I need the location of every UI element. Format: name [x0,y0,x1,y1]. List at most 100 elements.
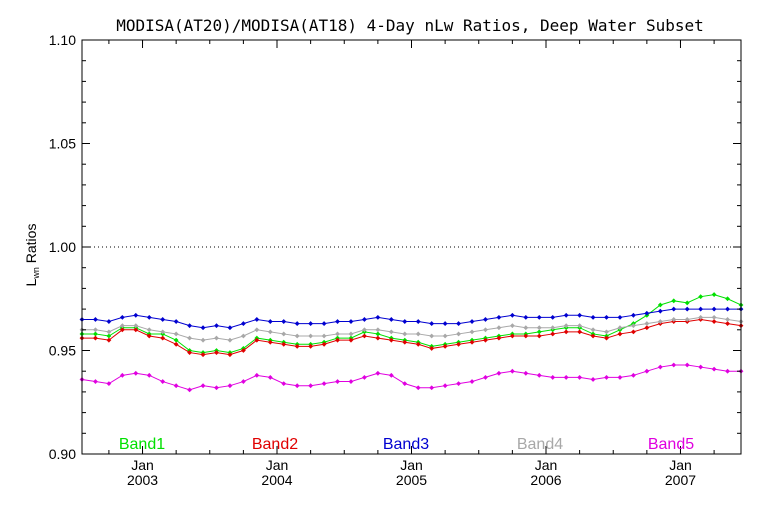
data-point-band2 [93,335,98,341]
data-point-band3 [146,314,152,320]
data-point-band3 [550,314,556,320]
data-point-band4 [415,331,421,337]
data-point-band3 [469,319,475,324]
data-point-band2 [509,333,515,339]
series-band5 [79,362,744,393]
data-point-band3 [671,306,677,312]
series-line-band1 [82,294,742,354]
data-point-band2 [133,327,139,333]
data-point-band4 [214,335,219,341]
series-line-band5 [81,364,741,391]
data-point-band3 [214,323,219,329]
data-point-band2 [200,352,206,358]
data-point-band4 [308,333,314,339]
data-point-band3 [590,314,596,320]
data-point-band5 [590,377,596,382]
data-point-band1 [725,296,730,302]
data-point-band5 [657,364,663,370]
data-point-band5 [93,379,98,384]
data-point-band5 [240,379,246,384]
data-point-band1 [684,300,690,306]
data-point-band2 [214,350,219,355]
data-point-band2 [160,335,166,341]
data-point-band2 [348,337,354,343]
data-point-band4 [294,333,300,339]
data-point-band3 [456,321,461,327]
data-point-band5 [442,383,448,389]
data-point-band2 [308,343,314,349]
data-point-band4 [550,325,556,331]
data-point-band4 [711,314,717,320]
data-point-band2 [402,339,408,345]
data-point-band4 [362,327,367,333]
data-point-band2 [469,339,475,345]
series-band2 [79,317,744,358]
data-point-band4 [509,323,515,329]
data-point-band3 [725,306,730,312]
data-point-band5 [644,368,650,374]
data-point-band2 [536,333,542,339]
legend-band2: Band2 [252,436,298,453]
data-point-band2 [294,343,300,349]
data-point-band1 [657,302,663,308]
data-point-band5 [227,383,233,389]
data-point-band4 [375,327,381,333]
data-point-band5 [133,370,139,376]
data-point-band5 [429,385,435,391]
data-point-band3 [200,325,206,331]
data-point-band2 [590,333,596,339]
data-point-band2 [321,341,327,347]
legend-band1: Band1 [119,436,165,453]
data-point-band2 [442,343,448,349]
data-point-band4 [93,327,98,333]
data-point-band2 [254,337,260,343]
data-point-band5 [563,374,569,380]
data-point-band3 [415,319,421,324]
data-point-band2 [563,329,569,335]
data-point-band3 [698,306,704,312]
data-point-band1 [173,337,179,343]
data-point-band4 [698,314,704,320]
y-axis-label-sub: wn [31,267,41,280]
data-point-band3 [227,325,233,331]
data-point-band1 [711,292,717,298]
data-point-band5 [294,383,300,389]
data-point-band3 [321,321,327,327]
data-point-band4 [200,337,206,343]
y-tick-label: 1.00 [49,239,76,255]
legend-band4: Band4 [517,436,563,453]
data-point-band1 [93,331,98,337]
data-point-band5 [254,372,260,378]
y-tick-label: 0.90 [49,446,76,462]
data-point-band5 [671,362,677,368]
data-point-band4 [321,333,327,339]
data-point-band2 [415,341,421,347]
data-point-band3 [563,312,569,318]
data-point-band4 [577,323,583,329]
data-point-band4 [617,325,623,331]
data-point-band5 [348,379,354,384]
data-point-band4 [671,317,677,322]
data-point-band3 [509,312,515,318]
data-point-band5 [630,372,636,378]
data-point-band5 [281,381,287,387]
data-point-band5 [308,383,314,389]
data-point-band5 [402,381,408,387]
data-point-band2 [187,350,193,355]
data-point-band4 [657,319,663,324]
data-point-band3 [657,308,663,314]
data-point-band3 [523,314,529,320]
data-point-band2 [119,327,125,333]
data-point-band4 [483,327,488,333]
x-tick-month: Jan [266,457,289,473]
data-point-band3 [281,319,287,324]
x-tick-year: 2004 [261,472,292,488]
data-point-band5 [523,370,529,376]
data-point-band2 [456,341,461,347]
data-point-band4 [469,329,475,335]
data-point-band4 [725,317,730,322]
data-point-band4 [227,337,233,343]
data-point-band5 [684,362,690,368]
data-point-band2 [550,331,556,337]
data-point-band5 [496,370,502,376]
